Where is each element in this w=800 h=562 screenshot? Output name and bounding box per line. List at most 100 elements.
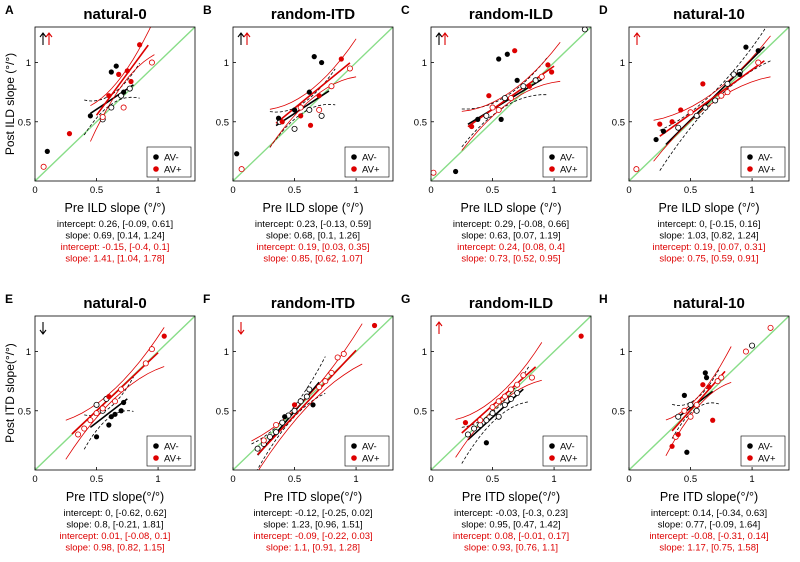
plot-area	[233, 27, 393, 181]
stat-av-minus-slope: slope: 0.8, [-0.21, 1.81]	[66, 520, 163, 531]
top-row-ylabel: Post ILD slope (°/°)	[3, 53, 17, 155]
legend-box	[344, 435, 390, 467]
data-point-av-plus	[106, 93, 112, 99]
data-point-open-av-plus	[489, 404, 496, 411]
data-point-open-av-plus	[328, 369, 335, 376]
stat-av-minus-slope: slope: 0.69, [0.14, 1.24]	[65, 231, 164, 242]
stat-av-plus-intercept: intercept: 0.24, [0.08, 0.4]	[457, 242, 565, 253]
data-point-open-av-minus	[297, 398, 304, 405]
data-point-open-av-plus	[693, 401, 700, 408]
stat-av-plus-slope: slope: 1.41, [1.04, 1.78]	[65, 254, 164, 265]
data-point-open-av-minus	[675, 124, 682, 131]
data-point-av-minus	[113, 63, 119, 69]
fit-line-av-plus	[257, 349, 357, 456]
stat-av-minus-intercept: intercept: 0.29, [-0.08, 0.66]	[453, 219, 569, 230]
stat-av-plus-intercept: intercept: 0.01, [-0.08, 0.1]	[60, 531, 171, 542]
x-tick-label: 1	[749, 185, 754, 196]
stat-av-minus-slope: slope: 1.23, [0.96, 1.51]	[263, 520, 362, 531]
data-point-open-av-minus	[702, 104, 709, 111]
x-axis-label: Pre ILD slope (°/°)	[262, 201, 363, 215]
data-point-open-av-plus	[514, 381, 521, 388]
data-point-av-minus	[310, 402, 316, 408]
data-point-open-av-minus	[514, 389, 521, 396]
legend-label: AV-	[560, 153, 575, 164]
legend-label: AV+	[362, 454, 380, 465]
data-point-open-av-plus	[328, 83, 335, 90]
data-point-open-av-plus	[75, 431, 82, 438]
data-point-av-minus	[291, 107, 298, 113]
fit-line-av-plus	[275, 62, 351, 124]
stat-av-plus-slope: slope: 0.73, [0.52, 0.95]	[461, 254, 560, 265]
x-axis-label: Pre ITD slope(°/°)	[66, 490, 164, 504]
data-point-open-av-plus	[142, 360, 149, 367]
data-point-open-av-minus	[581, 27, 588, 33]
panel-letter: D	[599, 3, 608, 17]
axes-box	[232, 26, 394, 182]
axes-box	[34, 26, 196, 182]
y-tick-label: 1	[224, 347, 229, 358]
panel-title: natural-0	[83, 6, 146, 23]
legend-label: AV+	[164, 165, 182, 176]
bottom-row-ylabel: Post ITD slope(°/°)	[3, 343, 17, 443]
ci-band-lower	[256, 392, 326, 470]
legend-marker	[747, 154, 753, 160]
data-point-open-av-minus	[126, 85, 133, 92]
y-tick-label: 0.5	[18, 117, 31, 128]
data-point-av-minus	[514, 77, 520, 83]
data-point-av-minus	[504, 51, 510, 57]
stat-av-minus-intercept: intercept: -0.03, [-0.3, 0.23]	[454, 508, 568, 519]
arrow-head-icon	[45, 32, 53, 38]
data-point-open-av-plus	[495, 398, 502, 405]
data-point-open-av-plus	[297, 104, 304, 111]
data-point-av-minus	[282, 414, 288, 420]
ci-band-upper	[90, 27, 152, 107]
stat-av-plus-intercept: intercept: 0.19, [0.03, 0.35]	[256, 242, 369, 253]
data-point-open-av-minus	[471, 425, 478, 432]
data-point-av-minus	[483, 440, 489, 446]
legend-marker	[153, 154, 159, 160]
panel-letter: G	[401, 292, 410, 306]
data-point-av-minus	[702, 370, 708, 376]
data-point-av-minus	[108, 69, 114, 75]
data-point-open-av-minus	[532, 77, 539, 84]
data-point-open-av-plus	[718, 92, 725, 99]
panel-letter: F	[203, 292, 210, 306]
y-tick-label: 0.5	[216, 117, 229, 128]
ci-band-lower	[269, 103, 336, 148]
data-point-av-plus	[279, 119, 285, 125]
ci-band-lower	[83, 96, 140, 136]
data-point-open-av-plus	[507, 386, 514, 393]
data-point-av-plus	[545, 62, 551, 68]
stat-av-plus-slope: slope: 0.75, [0.59, 0.91]	[659, 254, 758, 265]
stat-av-plus-intercept: intercept: 0.19, [0.07, 0.31]	[652, 242, 765, 253]
legend-label: AV-	[758, 442, 773, 453]
ci-band-lower	[665, 382, 732, 456]
data-point-open-av-minus	[291, 125, 298, 132]
data-point-av-minus	[743, 44, 749, 50]
data-point-open-av-minus	[464, 431, 471, 438]
x-axis-label: Pre ILD slope (°/°)	[460, 201, 561, 215]
ci-band-upper	[84, 376, 134, 417]
fit-line-av-plus	[71, 352, 159, 435]
data-point-av-plus	[669, 119, 675, 125]
legend-label: AV+	[758, 454, 776, 465]
plot-area	[431, 316, 591, 470]
stat-av-minus-slope: slope: 0.95, [0.47, 1.42]	[461, 520, 560, 531]
panel-title: random-ILD	[469, 6, 553, 23]
x-tick-label: 1	[551, 474, 556, 485]
legend-marker	[351, 455, 357, 461]
data-point-av-plus	[116, 71, 122, 77]
panel-title: random-ITD	[271, 6, 355, 23]
data-point-open-av-minus	[279, 419, 286, 426]
x-axis-label: Pre ITD slope(°/°)	[462, 490, 560, 504]
data-point-open-av-plus	[495, 106, 502, 113]
legend-box	[542, 146, 588, 178]
stat-av-plus-intercept: intercept: -0.09, [-0.22, 0.03]	[253, 531, 372, 542]
ci-band-upper	[65, 327, 165, 421]
ci-band-lower	[258, 363, 363, 470]
data-point-av-minus	[121, 399, 127, 406]
data-point-av-minus	[121, 89, 127, 95]
data-point-open-av-plus	[538, 73, 545, 80]
data-point-av-minus	[684, 449, 690, 455]
data-point-av-plus	[338, 56, 344, 62]
